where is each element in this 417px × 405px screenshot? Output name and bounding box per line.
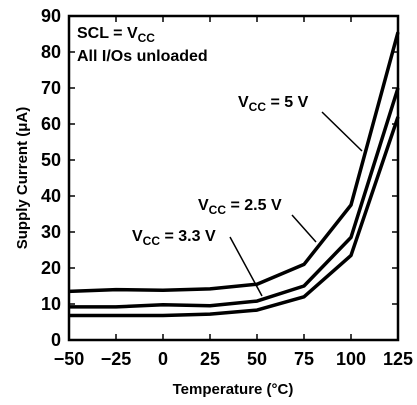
x-tick-label: −50 — [54, 349, 85, 369]
annotation-vcc-5v-leader — [321, 111, 363, 152]
legend-line-1-sub: CC — [138, 31, 156, 45]
x-tick-label: 125 — [383, 349, 413, 369]
annotation-vcc-2-5v-sub: CC — [209, 203, 227, 217]
y-axis-ticks: 0 10 20 30 40 50 60 70 80 90 — [41, 6, 398, 350]
annotation-vcc-5v: VCC = 5 V — [238, 94, 309, 114]
annotation-vcc-2-5v-leader — [291, 214, 317, 243]
annotation-vcc-3-3v-main: V — [132, 228, 143, 245]
y-tick-label: 80 — [41, 42, 61, 62]
series-line-1 — [68, 31, 400, 294]
y-tick-label: 0 — [51, 330, 61, 350]
plot-frame — [67, 14, 400, 342]
series-lines — [68, 31, 400, 318]
annotation-vcc-5v-main: V — [238, 94, 249, 111]
annotation-vcc-5v-sub: CC — [249, 100, 267, 114]
legend-line-2: All I/Os unloaded — [77, 48, 208, 65]
x-tick-label: 25 — [200, 349, 220, 369]
y-tick-label: 40 — [41, 186, 61, 206]
y-tick-label: 70 — [41, 78, 61, 98]
series-line-2 — [69, 87, 400, 309]
y-tick-label: 20 — [41, 258, 61, 278]
x-tick-label: 0 — [158, 349, 168, 369]
y-tick-label: 30 — [41, 222, 61, 242]
x-tick-label: −25 — [101, 349, 132, 369]
x-axis-title: Temperature (°C) — [173, 381, 294, 398]
annotation-vcc-2-5v-main: V — [198, 197, 209, 214]
x-axis-ticks: −50 −25 0 25 50 75 100 125 — [54, 16, 413, 369]
y-tick-label: 10 — [41, 294, 61, 314]
legend-line-1-main: SCL = V — [77, 25, 138, 42]
x-tick-label: 50 — [247, 349, 267, 369]
annotation-vcc-3-3v-rest: = 3.3 V — [160, 228, 216, 245]
annotation-vcc-5v-rest: = 5 V — [266, 94, 309, 111]
series-line-3 — [69, 116, 400, 318]
y-tick-label: 50 — [41, 150, 61, 170]
x-tick-label: 75 — [294, 349, 314, 369]
annotation-vcc-3-3v-sub: CC — [143, 234, 161, 248]
annotation-vcc-3-3v: VCC = 3.3 V — [132, 228, 216, 248]
annotation-vcc-2-5v: VCC = 2.5 V — [198, 197, 282, 217]
y-tick-label: 60 — [41, 114, 61, 134]
legend-line-1: SCL = VCC — [77, 25, 155, 45]
x-tick-label: 100 — [336, 349, 366, 369]
y-axis-title: Supply Current (μA) — [14, 107, 31, 250]
annotation-vcc-3-3v-leader — [229, 236, 263, 297]
y-tick-label: 90 — [41, 6, 61, 26]
annotation-vcc-2-5v-rest: = 2.5 V — [226, 197, 282, 214]
